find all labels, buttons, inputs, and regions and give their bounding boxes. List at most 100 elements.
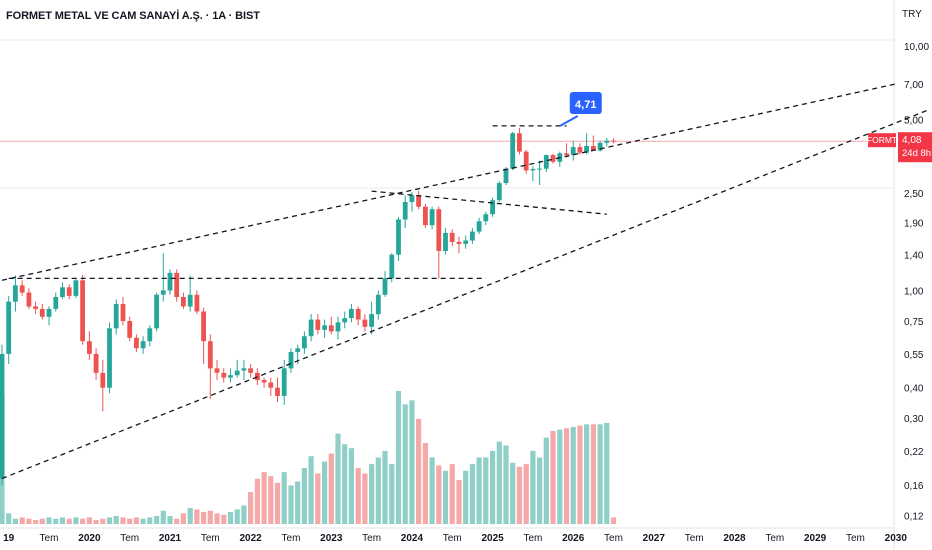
candle-body xyxy=(315,319,321,330)
candle-body xyxy=(470,231,475,241)
x-tick-label: Tem xyxy=(282,533,301,544)
candle-body xyxy=(281,368,287,396)
volume-bar xyxy=(154,516,160,524)
volume-bar xyxy=(496,441,502,524)
volume-bar xyxy=(201,512,207,524)
candle-body xyxy=(221,372,227,378)
y-tick-label: 5,00 xyxy=(904,116,924,127)
candle-body xyxy=(0,353,5,479)
volume-bar xyxy=(416,418,422,524)
candle-body xyxy=(187,294,193,307)
candle-body xyxy=(228,375,233,378)
candle-body xyxy=(160,290,166,295)
candle-body xyxy=(60,287,65,297)
candle-body xyxy=(13,285,18,302)
candle-body xyxy=(611,140,616,142)
candle-body xyxy=(496,183,502,201)
volume-bar xyxy=(160,510,166,524)
volume-bar xyxy=(288,485,294,524)
volume-bar xyxy=(395,391,402,524)
volume-bar xyxy=(80,518,86,524)
volume-bar xyxy=(46,517,52,525)
x-tick-label: 2024 xyxy=(401,533,424,544)
candle-body xyxy=(517,133,522,152)
y-tick-label: 0,40 xyxy=(904,384,924,395)
trendline xyxy=(1,108,930,480)
volume-bar xyxy=(335,433,341,524)
volume-bar xyxy=(261,472,267,524)
volume-bar xyxy=(523,464,529,524)
volume-bar xyxy=(389,464,395,524)
volume-bar xyxy=(295,481,301,524)
volume-bar xyxy=(610,517,617,525)
volume-bar xyxy=(355,468,361,524)
y-tick-label: 2,50 xyxy=(904,189,924,200)
candle-body xyxy=(543,155,549,169)
volume-bar xyxy=(456,480,462,524)
candle-body xyxy=(449,232,455,242)
candle-body xyxy=(113,304,119,329)
volume-bar xyxy=(597,424,603,525)
volume-bar xyxy=(402,404,408,524)
candle-body xyxy=(275,387,280,396)
candle-body xyxy=(490,200,495,215)
callout-pointer xyxy=(559,115,579,127)
candle-body xyxy=(268,382,274,388)
x-tick-label: Tem xyxy=(523,533,542,544)
candle-body xyxy=(214,368,220,373)
candle-body xyxy=(181,297,186,307)
candle-body xyxy=(53,297,59,309)
x-tick-label: Tem xyxy=(765,533,784,544)
candle-body xyxy=(483,214,489,222)
candle-body xyxy=(295,348,301,352)
volume-bar xyxy=(113,516,119,524)
price-tag xyxy=(898,132,932,163)
y-tick-label: 0,16 xyxy=(904,481,924,492)
y-tick-label: 7,00 xyxy=(904,80,924,91)
volume-bar xyxy=(234,509,240,524)
volume-bar xyxy=(106,517,113,525)
candle-body xyxy=(248,368,253,373)
candle-body xyxy=(308,319,314,337)
volume-bar xyxy=(516,466,522,524)
candle-body xyxy=(6,301,12,354)
trendline xyxy=(371,190,607,215)
candle-body xyxy=(167,272,173,291)
candle-body xyxy=(369,314,374,327)
candle-body xyxy=(127,321,133,338)
candle-body xyxy=(463,240,469,244)
x-tick-label: Tem xyxy=(685,533,704,544)
candle-body xyxy=(416,195,421,207)
x-tick-label: Tem xyxy=(604,533,623,544)
volume-bar xyxy=(550,430,556,524)
price-tag-value: 4,08 xyxy=(902,135,922,146)
volume-bar xyxy=(449,464,455,524)
candle-body xyxy=(154,294,159,329)
currency-label[interactable]: TRY xyxy=(902,9,922,20)
volume-bar xyxy=(281,472,287,524)
candle-body xyxy=(39,308,45,317)
candle-body xyxy=(261,380,267,383)
volume-bar xyxy=(66,518,72,524)
x-tick-label: Tem xyxy=(443,533,462,544)
volume-bar xyxy=(180,513,186,524)
x-tick-label: 2021 xyxy=(159,533,182,544)
volume-bar xyxy=(140,518,146,524)
volume-bar xyxy=(127,518,133,524)
volume-bar xyxy=(221,514,227,524)
candle-body xyxy=(342,318,348,323)
volume-series xyxy=(0,391,617,525)
candle-body xyxy=(207,341,213,369)
volume-bar xyxy=(557,429,563,524)
volume-bar xyxy=(463,470,469,524)
volume-bar xyxy=(362,473,368,524)
candle-body xyxy=(550,155,556,162)
candle-body xyxy=(476,221,482,232)
candle-body xyxy=(140,341,146,349)
x-tick-label: 2025 xyxy=(481,533,504,544)
candle-body xyxy=(288,352,294,369)
volume-bar xyxy=(530,450,536,525)
symbol-tag-label: FORMT xyxy=(867,135,897,145)
